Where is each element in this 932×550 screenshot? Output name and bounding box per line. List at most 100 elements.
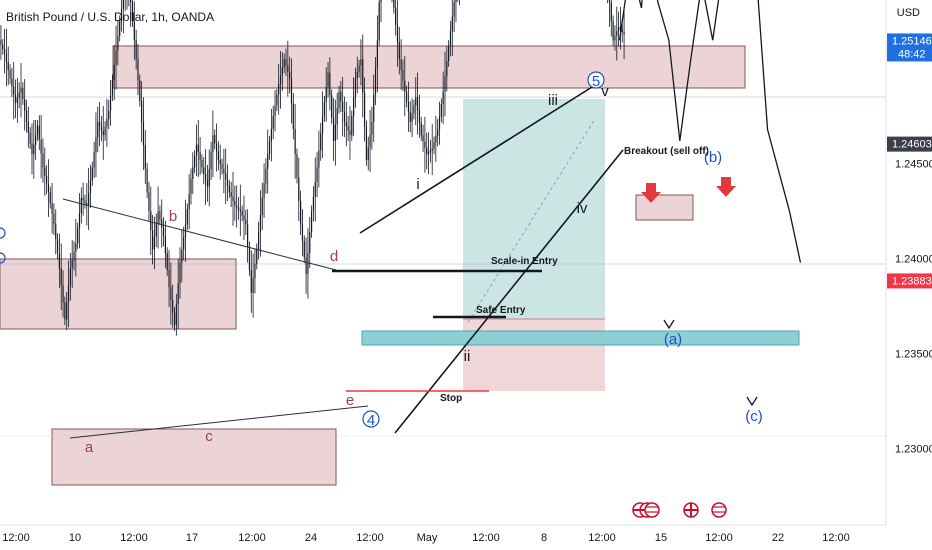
time-tick-label: 12:00 (822, 532, 850, 544)
candle-body (303, 240, 305, 258)
candle-body (100, 126, 103, 131)
candle-body (406, 91, 408, 102)
candle-body (141, 100, 143, 122)
candle-body (98, 121, 101, 127)
candle-body (170, 287, 172, 300)
position-stop-box[interactable] (463, 319, 605, 391)
candle-body (345, 121, 347, 127)
candle-body (318, 150, 320, 168)
candle-body (267, 154, 269, 169)
candle-body (206, 180, 209, 187)
time-tick-label: 12:00 (472, 532, 500, 544)
candle-body (422, 135, 424, 142)
candle-body (66, 302, 68, 320)
candle-body (404, 80, 406, 92)
candle-body (24, 99, 26, 111)
candle-body (272, 116, 274, 129)
candle-body (190, 178, 192, 195)
candle-body (162, 227, 165, 236)
candle-body (228, 185, 230, 193)
time-tick-label: 12:00 (588, 532, 616, 544)
candle-body (608, 0, 611, 3)
candle-body (241, 211, 243, 216)
candle-body (614, 35, 616, 41)
candle-body (51, 202, 53, 214)
candle-body (166, 252, 168, 271)
candle-body (453, 2, 455, 17)
candle-body (47, 183, 50, 193)
candle-body (5, 53, 7, 62)
projection-path (618, 0, 802, 263)
candle-body (265, 168, 267, 184)
candle-body (188, 194, 190, 210)
candle-body (257, 232, 260, 250)
candle-body (365, 126, 368, 160)
sell-zone[interactable] (635, 194, 694, 221)
candle-body (376, 40, 378, 68)
candle-body (259, 214, 262, 233)
candle-body (407, 101, 410, 112)
candle-body (35, 135, 37, 145)
candle-body (122, 0, 124, 9)
economic-events[interactable] (632, 502, 727, 518)
candle-body (343, 111, 346, 122)
candle-body (18, 92, 20, 98)
candle-body (347, 126, 349, 131)
candle-body (230, 192, 232, 197)
candle-body (616, 31, 618, 36)
candle-body (203, 167, 205, 174)
candle-body (621, 29, 623, 32)
candle-body (314, 182, 316, 197)
candle-body (424, 141, 426, 148)
candle-body (215, 143, 218, 152)
position-diagonal (467, 118, 596, 323)
support-zone[interactable] (51, 428, 337, 486)
wave-b-label: b (169, 208, 177, 225)
resistance-zone[interactable] (112, 45, 746, 89)
wave-ii-label: ii (464, 348, 471, 365)
time-tick-label: 12:00 (705, 532, 733, 544)
wave-4-label: 4 (367, 412, 375, 429)
candle-body (437, 129, 439, 136)
candle-body (307, 252, 309, 274)
wave-d-label: d (330, 248, 338, 265)
candle-body (342, 101, 344, 112)
wave-a-label: a (85, 439, 94, 456)
candle-body (88, 192, 90, 206)
candle-body (46, 175, 48, 184)
price-tick-label: 1.24000 (895, 254, 932, 266)
wave-5-label: 5 (592, 73, 600, 90)
candle-body (13, 86, 15, 95)
candle-body (183, 237, 185, 250)
candle-body (9, 69, 11, 79)
candle-body (323, 101, 325, 117)
candle-body (247, 224, 249, 248)
candle-body (252, 278, 254, 293)
price-tick-label: 1.23000 (895, 444, 932, 456)
candle-body (106, 118, 108, 127)
candle-body (623, 31, 625, 35)
us-flag-icon[interactable] (711, 502, 727, 518)
candle-body (119, 21, 121, 36)
position-target-box[interactable] (463, 99, 605, 319)
candle-body (290, 78, 293, 104)
candle-body (157, 211, 159, 224)
projection-a-arrowhead (663, 319, 675, 330)
candle-body (226, 179, 229, 186)
us-flag-icon[interactable] (644, 502, 660, 518)
candle-body (234, 201, 236, 206)
demand-zone[interactable] (361, 330, 800, 346)
price-tag-badge (887, 273, 932, 289)
candle-body (117, 35, 119, 51)
b-wave-zone[interactable] (0, 258, 237, 330)
candle-body (349, 130, 351, 136)
candle-body (148, 192, 150, 212)
candle-body (36, 125, 39, 136)
time-tick-label: 22 (772, 532, 784, 544)
candle-body (135, 40, 137, 60)
candle-body (305, 257, 307, 274)
candle-body (111, 80, 113, 96)
offscreen-wave-marker (0, 252, 6, 264)
candle-body (186, 209, 188, 225)
